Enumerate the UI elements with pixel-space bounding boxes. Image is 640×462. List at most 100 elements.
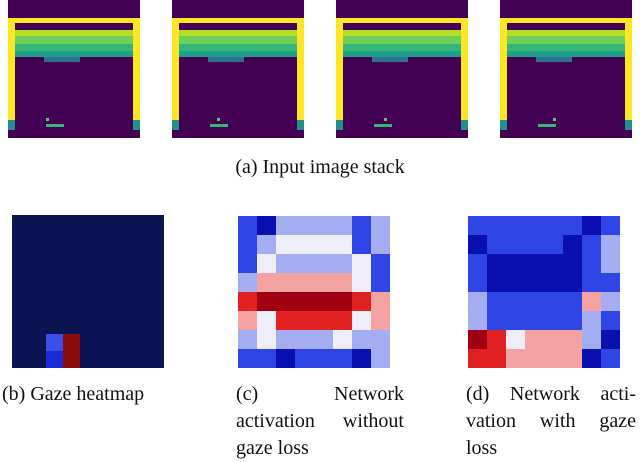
activation-cell bbox=[506, 330, 525, 349]
activation-cell bbox=[525, 273, 544, 292]
activation-cell bbox=[468, 254, 487, 273]
activation-cell bbox=[525, 330, 544, 349]
activation-cell bbox=[333, 254, 352, 273]
activation-cell bbox=[238, 330, 257, 349]
activation-cell bbox=[601, 273, 620, 292]
activation-cell bbox=[314, 273, 333, 292]
activation-cell bbox=[487, 311, 506, 330]
brick-row bbox=[179, 30, 297, 36]
caption-c: (c) Network activation without gaze loss bbox=[236, 381, 404, 462]
activation-cell bbox=[314, 311, 333, 330]
activation-cell bbox=[544, 311, 563, 330]
activation-cell bbox=[468, 292, 487, 311]
wall-base-right bbox=[625, 120, 632, 130]
activation-cell bbox=[295, 292, 314, 311]
activation-cell bbox=[563, 349, 582, 368]
wall-left bbox=[500, 18, 507, 130]
activation-cell bbox=[544, 254, 563, 273]
caption-b: (b) Gaze heatmap bbox=[2, 381, 202, 408]
activation-cell bbox=[544, 330, 563, 349]
activation-cell bbox=[371, 311, 390, 330]
activation-cell bbox=[295, 311, 314, 330]
activation-cell bbox=[276, 349, 295, 368]
activation-cell bbox=[314, 216, 333, 235]
caption-line: activation without bbox=[236, 410, 404, 432]
activation-cell bbox=[582, 273, 601, 292]
wall-base-right bbox=[133, 120, 140, 130]
activation-cell bbox=[238, 235, 257, 254]
wall-base-left bbox=[8, 120, 15, 130]
brick-row bbox=[507, 36, 625, 44]
activation-cell bbox=[582, 254, 601, 273]
activation-cell bbox=[276, 292, 295, 311]
activation-cell bbox=[525, 311, 544, 330]
wall-right bbox=[297, 18, 304, 130]
brick-row bbox=[343, 36, 461, 44]
activation-cell bbox=[371, 216, 390, 235]
activation-cell bbox=[295, 330, 314, 349]
gap bbox=[372, 57, 408, 62]
brick-row bbox=[15, 30, 133, 36]
ball bbox=[217, 118, 220, 121]
activation-cell bbox=[601, 330, 620, 349]
activation-cell bbox=[506, 235, 525, 254]
activation-cell bbox=[257, 292, 276, 311]
activation-cell bbox=[238, 292, 257, 311]
activation-cell bbox=[257, 216, 276, 235]
activation-cell bbox=[352, 216, 371, 235]
activation-cell bbox=[333, 311, 352, 330]
activation-cell bbox=[333, 349, 352, 368]
activation-cell bbox=[563, 273, 582, 292]
brick-row bbox=[15, 51, 133, 57]
activation-cell bbox=[333, 273, 352, 292]
activation-cell bbox=[582, 330, 601, 349]
activation-cell bbox=[352, 273, 371, 292]
gap bbox=[536, 57, 572, 62]
activation-cell bbox=[352, 292, 371, 311]
wall-base-right bbox=[297, 120, 304, 130]
activation-cell bbox=[487, 292, 506, 311]
ball bbox=[553, 118, 556, 121]
activation-cell bbox=[468, 349, 487, 368]
activation-cell bbox=[257, 330, 276, 349]
activation-cell bbox=[333, 216, 352, 235]
activation-cell bbox=[563, 311, 582, 330]
activation-cell bbox=[601, 292, 620, 311]
gap bbox=[44, 57, 80, 62]
brick-row bbox=[507, 51, 625, 57]
paddle bbox=[374, 124, 392, 127]
brick-row bbox=[507, 30, 625, 36]
caption-line: (b) Gaze heatmap bbox=[2, 383, 145, 405]
activation-cell bbox=[468, 216, 487, 235]
activation-cell bbox=[487, 349, 506, 368]
wall-base-left bbox=[336, 120, 343, 130]
activation-cell bbox=[257, 273, 276, 292]
activation-cell bbox=[333, 292, 352, 311]
activation-cell bbox=[295, 235, 314, 254]
activation-cell bbox=[487, 273, 506, 292]
brick-row bbox=[343, 30, 461, 36]
activation-cell bbox=[371, 254, 390, 273]
activation-cell bbox=[295, 349, 314, 368]
paddle bbox=[46, 124, 64, 127]
activation-cell bbox=[468, 330, 487, 349]
brick-row bbox=[343, 44, 461, 51]
activation-cell bbox=[238, 349, 257, 368]
activation-cell bbox=[352, 235, 371, 254]
activation-cell bbox=[582, 311, 601, 330]
activation-cell bbox=[563, 292, 582, 311]
wall-top bbox=[500, 18, 632, 23]
activation-cell bbox=[544, 235, 563, 254]
activation-cell bbox=[582, 235, 601, 254]
activation-cell bbox=[238, 273, 257, 292]
caption-line: vation with gaze bbox=[466, 410, 636, 432]
activation-cell bbox=[276, 330, 295, 349]
activation-cell bbox=[352, 330, 371, 349]
activation-cell bbox=[506, 273, 525, 292]
activation-cell bbox=[314, 349, 333, 368]
brick-row bbox=[179, 36, 297, 44]
activation-cell bbox=[601, 235, 620, 254]
paddle bbox=[210, 124, 228, 127]
brick-row bbox=[179, 51, 297, 57]
